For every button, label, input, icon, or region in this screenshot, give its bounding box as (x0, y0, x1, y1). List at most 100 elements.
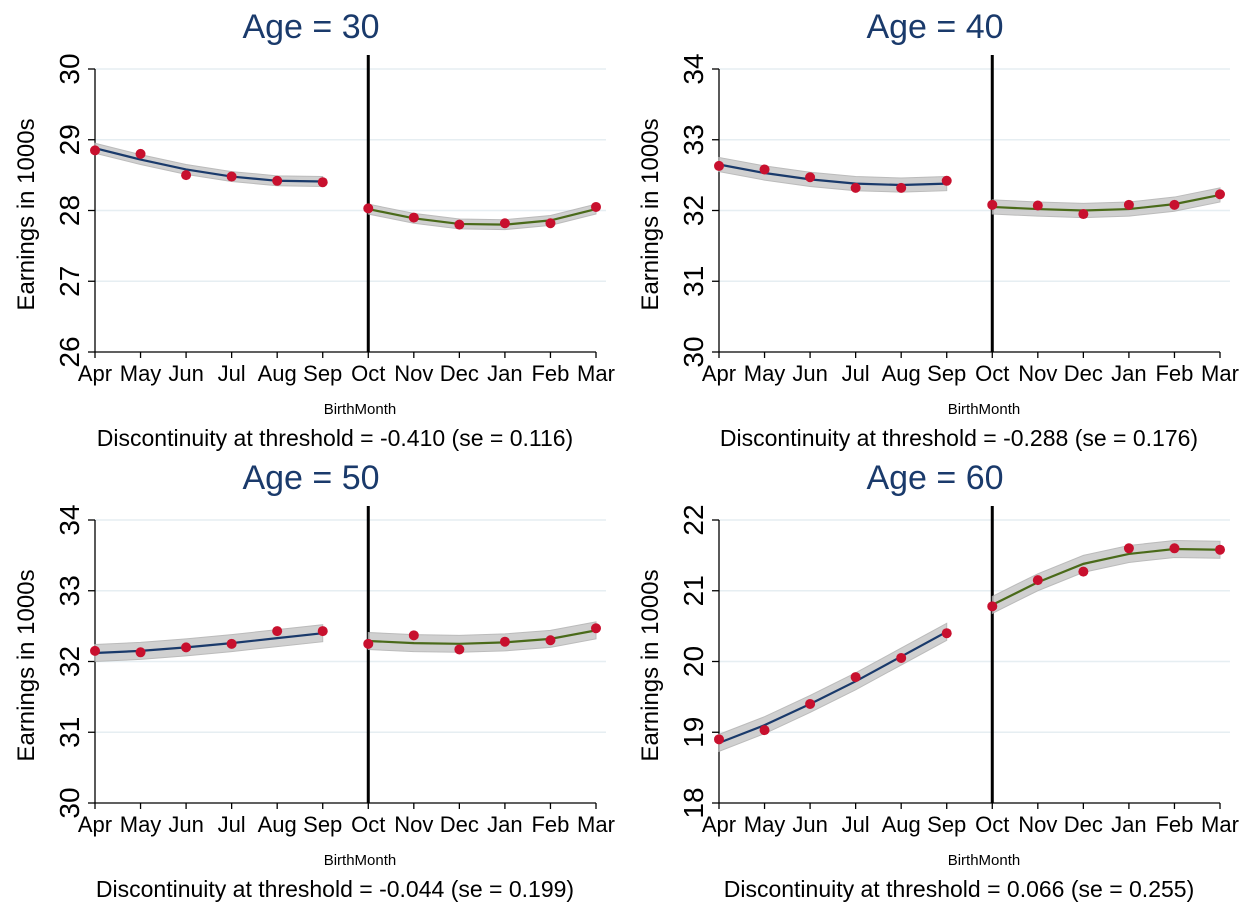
x-tick-label: Aug (882, 361, 921, 386)
y-tick-label: 34 (54, 504, 85, 535)
fit-line-left (94, 632, 323, 655)
data-point (408, 630, 419, 641)
chart-title: Age = 50 (242, 459, 379, 497)
x-tick-label: Dec (440, 812, 479, 837)
data-point (1032, 575, 1043, 586)
y-tick-label: 26 (54, 336, 85, 367)
chart-svg: Age = 60 18 19 20 21 22 Earnings in 1000s Apr Ma… (637, 459, 1239, 902)
y-tick-label: 28 (54, 195, 85, 226)
data-point (408, 212, 419, 223)
x-tick-label: May (744, 812, 786, 837)
x-axis-label: BirthMonth (948, 852, 1021, 869)
ci-band-left (94, 624, 324, 663)
y-tick-label: 30 (54, 53, 85, 84)
x-tick-label: Nov (1018, 812, 1057, 837)
chart-title: Age = 30 (242, 8, 379, 46)
x-tick-label: Jul (842, 361, 870, 386)
data-point (90, 145, 100, 156)
data-point (896, 182, 907, 193)
x-tick-label: Mar (1201, 812, 1239, 837)
chart-panel-age-40: Age = 40 30 31 32 33 34 Earnings in 1000s Apr Ma… (624, 0, 1247, 451)
data-point (454, 644, 465, 655)
x-tick-label: Oct (351, 361, 385, 386)
data-point (591, 623, 601, 634)
x-tick-label: Jan (1111, 812, 1146, 837)
x-tick-label: Mar (577, 361, 615, 386)
fit-line-left (718, 163, 947, 187)
chart-svg: Age = 30 26 27 28 29 30 Earnings in 1000s Apr Ma… (13, 8, 615, 451)
fit-line-right (368, 208, 597, 226)
chart-panel-age-50: Age = 50 30 31 32 33 34 Earnings in 1000s Apr Ma… (0, 451, 623, 902)
data-point (1123, 199, 1134, 210)
x-tick-label: Apr (702, 361, 736, 386)
y-tick-label: 33 (678, 124, 709, 155)
data-point (591, 201, 601, 212)
x-tick-label: Aug (882, 812, 921, 837)
y-axis-label: Earnings in 1000s (637, 569, 664, 761)
data-point (226, 638, 237, 649)
x-tick-label: Oct (975, 812, 1009, 837)
data-point (1078, 566, 1089, 577)
data-point (941, 175, 952, 186)
fit-line-left (94, 147, 323, 183)
data-point (363, 203, 374, 214)
x-tick-label: Sep (303, 812, 342, 837)
x-tick-label: Mar (1201, 361, 1239, 386)
data-point (1215, 189, 1225, 200)
x-tick-label: Aug (258, 812, 297, 837)
data-point (714, 734, 724, 745)
x-tick-label: Feb (1155, 361, 1193, 386)
y-tick-label: 30 (54, 787, 85, 818)
x-tick-label: Jan (487, 361, 522, 386)
fit-line-right (991, 547, 1221, 606)
x-tick-label: Feb (531, 361, 569, 386)
data-point (850, 182, 861, 193)
y-tick-label: 32 (54, 646, 85, 677)
data-point (1078, 209, 1089, 220)
y-tick-label: 33 (54, 575, 85, 606)
data-point (135, 148, 146, 159)
data-point (759, 164, 770, 175)
data-point (272, 175, 283, 186)
x-axis-label: BirthMonth (324, 852, 397, 869)
data-point (272, 626, 283, 637)
fit-line-right (992, 193, 1221, 212)
x-tick-label: Apr (78, 361, 112, 386)
x-axis-label: BirthMonth (324, 401, 397, 418)
data-point (987, 199, 998, 210)
data-point (1215, 544, 1225, 555)
discontinuity-note: Discontinuity at threshold = -0.410 (se … (97, 425, 573, 451)
x-tick-label: Dec (440, 361, 479, 386)
data-point (181, 642, 192, 653)
ci-band-right (367, 203, 597, 231)
chart-panel-age-60: Age = 60 18 19 20 21 22 Earnings in 1000s Apr Ma… (624, 451, 1247, 902)
y-tick-label: 30 (678, 336, 709, 367)
x-tick-label: Jun (792, 812, 827, 837)
y-tick-label: 31 (54, 717, 85, 748)
data-point (499, 218, 510, 229)
data-point (805, 172, 816, 183)
data-point (1032, 200, 1043, 211)
x-tick-label: Oct (975, 361, 1009, 386)
data-point (181, 170, 192, 181)
ci-band-right (991, 540, 1221, 615)
data-point (1123, 543, 1134, 554)
x-tick-label: Apr (702, 812, 736, 837)
chart-title: Age = 40 (866, 8, 1003, 46)
x-tick-label: Sep (927, 361, 966, 386)
x-tick-label: Oct (351, 812, 385, 837)
data-point (1169, 199, 1180, 210)
data-point (941, 628, 952, 639)
data-point (226, 171, 237, 182)
chart-svg: Age = 40 30 31 32 33 34 Earnings in 1000s Apr Ma… (637, 8, 1239, 451)
data-point (363, 638, 374, 649)
data-point (850, 672, 861, 683)
x-tick-label: Jun (168, 361, 203, 386)
y-axis-label: Earnings in 1000s (13, 569, 40, 761)
x-tick-label: Jul (218, 812, 246, 837)
data-point (759, 725, 770, 736)
y-tick-label: 21 (678, 575, 709, 606)
ci-band-right (367, 621, 597, 653)
data-point (317, 177, 328, 188)
y-tick-label: 32 (678, 195, 709, 226)
